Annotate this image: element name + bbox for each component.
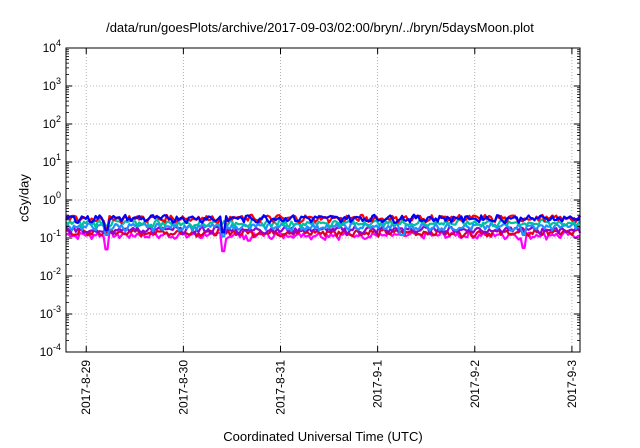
plot-frame [65, 47, 581, 353]
y-tick-label: 100 [43, 190, 61, 207]
series-line [65, 218, 581, 229]
chart-title: /data/run/goesPlots/archive/2017-09-03/0… [106, 20, 534, 35]
y-tick-label: 10-1 [40, 228, 61, 245]
x-tick-label: 2017-9-2 [468, 360, 482, 408]
y-tick-label: 10-3 [40, 304, 61, 321]
series-line [65, 221, 581, 238]
y-tick-label: 101 [43, 152, 61, 169]
data-series [65, 213, 582, 253]
x-tick-label: 2017-9-3 [565, 360, 579, 408]
y-tick-label: 102 [43, 114, 61, 131]
grid-lines [66, 48, 580, 352]
axis-ticks: 10-4 10-3 10-2 10-1 100 101 102 103 104 2017-8-29… [40, 38, 580, 415]
x-tick-label: 2017-8-30 [176, 360, 190, 415]
series-line [65, 213, 581, 234]
y-tick-label: 104 [43, 38, 61, 55]
x-tick-label: 2017-8-29 [79, 360, 93, 415]
x-tick-label: 2017-9-1 [371, 360, 385, 408]
x-tick-label: 2017-8-31 [274, 360, 288, 415]
series-line [65, 230, 581, 253]
y-tick-label: 10-2 [40, 266, 61, 283]
x-axis-label: Coordinated Universal Time (UTC) [223, 429, 423, 444]
y-tick-label: 103 [43, 76, 61, 93]
y-tick-label: 10-4 [40, 342, 61, 359]
